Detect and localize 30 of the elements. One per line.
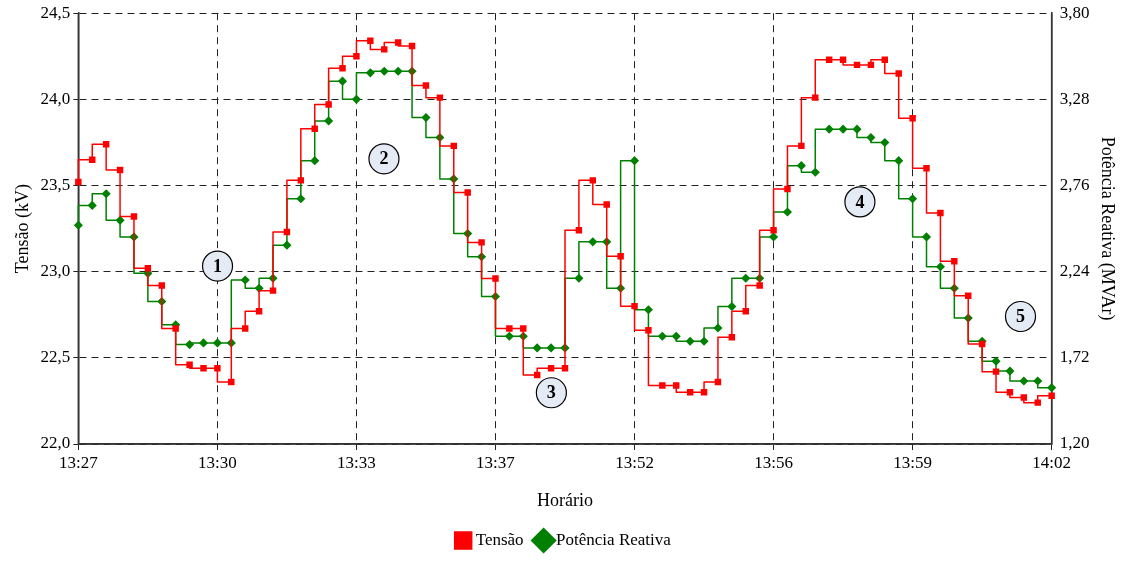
x-tick-label: 13:52 bbox=[615, 452, 654, 472]
y2-tick-label: 2,24 bbox=[1059, 261, 1090, 281]
y2-axis-title: Potência Reativa (MVAr) bbox=[1097, 136, 1119, 321]
x-tick-label: 13:56 bbox=[754, 452, 793, 472]
x-tick-label: 13:37 bbox=[476, 452, 516, 472]
x-axis-title: Horário bbox=[537, 489, 593, 510]
y2-tick-label: 3,28 bbox=[1059, 88, 1090, 108]
annotation: 1 bbox=[213, 255, 223, 276]
y-tick-label: 24,5 bbox=[40, 2, 71, 22]
y-tick-label: 23,5 bbox=[40, 174, 71, 194]
x-tick-label: 13:59 bbox=[893, 452, 932, 472]
y-tick-label: 23,0 bbox=[40, 261, 71, 281]
y-tick-label: 22,5 bbox=[40, 347, 71, 367]
y2-tick-label: 2,76 bbox=[1059, 174, 1090, 194]
y2-tick-label: 3,80 bbox=[1059, 2, 1090, 22]
annotation: 4 bbox=[855, 191, 865, 212]
y-tick-label: 22,0 bbox=[40, 433, 71, 453]
annotation: 3 bbox=[546, 382, 556, 403]
annotation: 2 bbox=[379, 148, 389, 169]
y-axis-title: Tensão (kV) bbox=[11, 183, 33, 274]
x-tick-label: 13:33 bbox=[337, 452, 376, 472]
x-tick-label: 13:30 bbox=[198, 452, 237, 472]
y-tick-label: 24,0 bbox=[40, 88, 71, 108]
annotation: 5 bbox=[1016, 306, 1025, 327]
y2-tick-label: 1,20 bbox=[1059, 433, 1090, 453]
x-tick-label: 14:02 bbox=[1032, 452, 1072, 472]
x-tick-label: 13:27 bbox=[58, 452, 99, 472]
legend-label: Potência Reativa bbox=[556, 529, 672, 549]
y2-tick-label: 1,72 bbox=[1059, 347, 1090, 367]
legend-label: Tensão bbox=[475, 529, 524, 549]
